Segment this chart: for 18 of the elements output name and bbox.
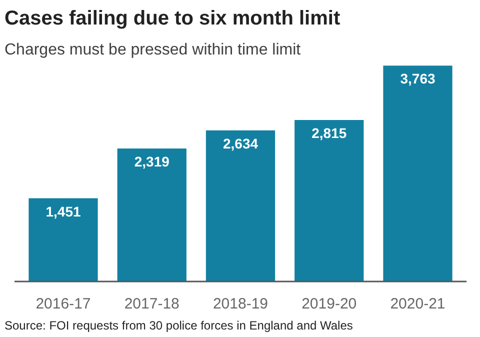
chart-title: Cases failing due to six month limit (4, 8, 340, 30)
bar (383, 66, 452, 282)
data-label: 1,451 (46, 203, 81, 220)
bar (206, 130, 276, 282)
data-label: 2,634 (222, 135, 258, 152)
data-label: 2,319 (134, 153, 170, 170)
bar (294, 120, 364, 282)
x-tick-label: 2020-21 (390, 296, 446, 312)
bar (117, 148, 186, 282)
data-label: 2,815 (312, 125, 347, 142)
data-label: 3,763 (400, 70, 436, 87)
x-tick-label: 2019-20 (302, 296, 357, 312)
x-tick-label: 2016-17 (36, 296, 91, 312)
x-tick-label: 2018-19 (212, 296, 268, 312)
x-tick-label: 2017-18 (124, 296, 180, 312)
source-note: Source: FOI requests from 30 police forces in England and Wales (4, 318, 353, 332)
bar (28, 198, 98, 282)
chart-subtitle: Charges must be pressed within time limit (4, 42, 302, 58)
